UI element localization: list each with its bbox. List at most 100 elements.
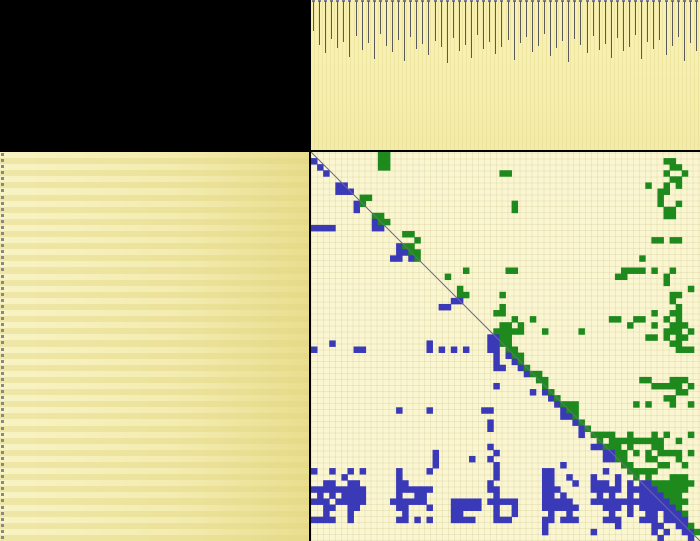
column-label[interactable] (536, 0, 540, 150)
dependency-cell-lower[interactable] (487, 443, 494, 451)
dependency-cell-lower[interactable] (560, 516, 567, 524)
row-label[interactable] (0, 425, 309, 432)
dependency-cell-lower[interactable] (651, 516, 658, 524)
dependency-cell-upper[interactable] (651, 322, 658, 329)
column-label[interactable] (378, 0, 382, 150)
dependency-cell-lower[interactable] (687, 534, 695, 541)
dependency-cell-lower[interactable] (414, 492, 421, 499)
dependency-cell-lower[interactable] (311, 486, 318, 493)
row-label[interactable] (0, 492, 309, 498)
dependency-cell-lower[interactable] (396, 498, 403, 505)
column-label[interactable] (470, 0, 474, 150)
column-label[interactable] (409, 0, 413, 150)
dependency-cell-lower[interactable] (541, 504, 549, 512)
dependency-cell-upper[interactable] (499, 322, 506, 329)
dependency-cell-lower[interactable] (396, 504, 403, 512)
dependency-cell-lower[interactable] (493, 504, 500, 512)
dependency-cell-lower[interactable] (614, 480, 622, 487)
dependency-cell-lower[interactable] (317, 164, 324, 171)
dependency-cell-lower[interactable] (554, 486, 561, 493)
dependency-cell-upper[interactable] (651, 431, 658, 439)
dependency-cell-lower[interactable] (487, 486, 494, 493)
dependency-cell-upper[interactable] (663, 316, 671, 323)
dependency-cell-upper[interactable] (675, 334, 683, 341)
row-label[interactable] (0, 152, 309, 158)
dependency-cell-lower[interactable] (414, 486, 421, 493)
dependency-cell-upper[interactable] (663, 334, 671, 341)
dependency-cell-upper[interactable] (663, 273, 671, 281)
row-label[interactable] (0, 170, 309, 177)
dependency-cell-upper[interactable] (377, 164, 385, 171)
dependency-cell-lower[interactable] (311, 468, 318, 475)
column-label[interactable] (688, 0, 692, 150)
dependency-cell-upper[interactable] (499, 334, 506, 341)
dependency-cell-lower[interactable] (347, 510, 354, 518)
dependency-cell-upper[interactable] (657, 382, 664, 390)
dependency-cell-upper[interactable] (627, 322, 634, 329)
dependency-cell-lower[interactable] (371, 218, 379, 226)
dependency-cell-upper[interactable] (687, 401, 695, 408)
dependency-cell-upper[interactable] (675, 176, 683, 183)
dependency-cell-lower[interactable] (341, 492, 348, 499)
dependency-cell-lower[interactable] (566, 498, 573, 505)
dependency-cell-lower[interactable] (505, 352, 512, 360)
dependency-cell-lower[interactable] (493, 461, 500, 469)
dependency-cell-lower[interactable] (493, 498, 500, 505)
dependency-cell-upper[interactable] (377, 158, 385, 165)
dependency-cell-lower[interactable] (353, 346, 361, 353)
dependency-cell-lower[interactable] (627, 498, 634, 505)
dependency-cell-upper[interactable] (651, 237, 658, 244)
dependency-cell-lower[interactable] (554, 504, 561, 512)
dependency-cell-lower[interactable] (396, 516, 403, 524)
dependency-cell-lower[interactable] (627, 510, 634, 518)
dependency-cell-lower[interactable] (639, 498, 646, 505)
dependency-cell-upper[interactable] (620, 267, 628, 274)
dependency-cell-lower[interactable] (493, 468, 500, 475)
dependency-cell-upper[interactable] (687, 382, 695, 390)
dependency-cell-lower[interactable] (450, 498, 458, 505)
dependency-cell-lower[interactable] (493, 340, 500, 347)
dependency-cell-lower[interactable] (469, 455, 476, 463)
dependency-cell-lower[interactable] (511, 498, 519, 505)
dependency-cell-lower[interactable] (450, 516, 458, 524)
dependency-cell-upper[interactable] (383, 218, 391, 226)
row-label[interactable] (0, 328, 309, 335)
dependency-cell-upper[interactable] (663, 395, 671, 402)
dependency-cell-lower[interactable] (590, 486, 598, 493)
dependency-cell-lower[interactable] (432, 449, 440, 457)
dependency-cell-upper[interactable] (669, 486, 677, 493)
dependency-cell-lower[interactable] (614, 498, 622, 505)
dependency-cell-lower[interactable] (651, 528, 658, 536)
dependency-cell-lower[interactable] (566, 413, 573, 420)
dependency-cell-upper[interactable] (675, 303, 683, 311)
dependency-cell-upper[interactable] (408, 243, 415, 250)
dependency-cell-upper[interactable] (608, 437, 616, 445)
column-label[interactable] (609, 0, 613, 150)
dependency-cell-lower[interactable] (456, 510, 464, 518)
dependency-cell-lower[interactable] (560, 504, 567, 512)
dependency-cell-upper[interactable] (663, 182, 671, 189)
dependency-cell-lower[interactable] (578, 431, 585, 439)
dependency-cell-upper[interactable] (681, 346, 689, 353)
dependency-cell-upper[interactable] (681, 480, 689, 487)
dependency-cell-upper[interactable] (462, 267, 470, 274)
dependency-cell-lower[interactable] (329, 516, 336, 524)
dependency-cell-lower[interactable] (396, 492, 403, 499)
dependency-cell-lower[interactable] (511, 510, 519, 518)
column-label[interactable] (421, 0, 425, 150)
column-label[interactable] (445, 0, 449, 150)
dependency-cell-upper[interactable] (675, 200, 683, 208)
dependency-cell-lower[interactable] (602, 468, 610, 475)
dependency-cell-lower[interactable] (487, 425, 494, 432)
dependency-cell-upper[interactable] (499, 328, 506, 335)
dependency-cell-lower[interactable] (420, 498, 427, 505)
dependency-cell-lower[interactable] (396, 249, 403, 256)
dependency-cell-lower[interactable] (541, 474, 549, 481)
dependency-cell-upper[interactable] (511, 200, 519, 208)
dependency-cell-upper[interactable] (633, 267, 640, 274)
dependency-cell-lower[interactable] (329, 492, 336, 499)
dependency-cell-lower[interactable] (608, 492, 616, 499)
dependency-cell-lower[interactable] (414, 498, 421, 505)
dependency-cell-lower[interactable] (608, 455, 616, 463)
dependency-cell-lower[interactable] (675, 510, 683, 518)
